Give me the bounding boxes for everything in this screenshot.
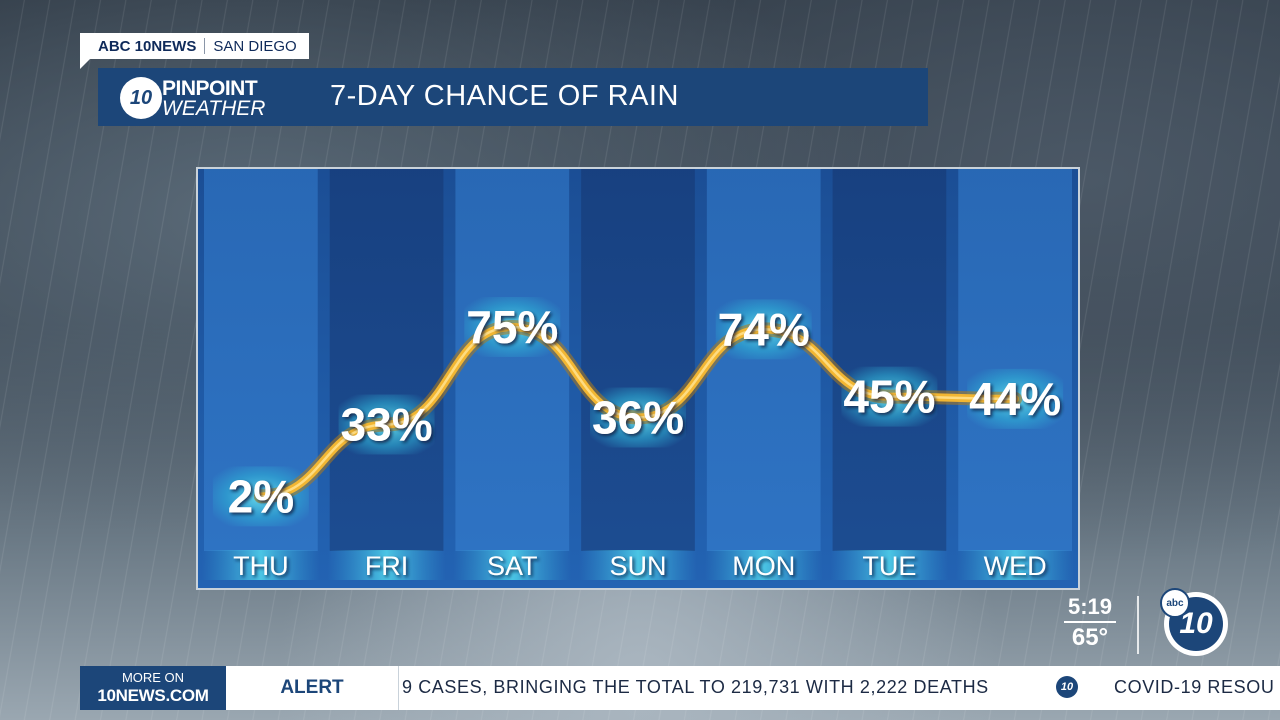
value-label-tue: 45% (843, 371, 935, 423)
page-title: 7-DAY CHANCE OF RAIN (330, 80, 679, 112)
more-on-label: MORE ON (121, 670, 185, 685)
crawl-text-next: COVID-19 RESOU (1114, 677, 1275, 697)
bug-divider (204, 38, 206, 54)
station-badge: 10 abc (1160, 588, 1228, 656)
abc-logo-icon: abc (1160, 588, 1190, 618)
column-wed (958, 169, 1072, 551)
value-label-sat: 75% (466, 301, 558, 353)
day-highlight-mon (704, 550, 823, 580)
clock-time: 5:19 (1067, 594, 1113, 619)
day-highlight-tue (830, 550, 949, 580)
time-divider (1064, 621, 1116, 623)
title-bar: 10 PINPOINT WEATHER 7-DAY CHANCE OF RAIN (98, 68, 928, 126)
rain-chart-panel: 2% 33% 75% 36% 74% 45% 44% THU FRI SAT SUN MON TUE W… (196, 167, 1080, 590)
logo-line1: PINPOINT (162, 77, 258, 100)
day-label-sat: SAT (487, 551, 538, 581)
alert-label: ALERT (226, 666, 399, 710)
column-sun (581, 169, 695, 551)
more-on-link[interactable]: MORE ON 10NEWS.COM (80, 666, 226, 710)
logo-line2: WEATHER (162, 97, 266, 120)
day-label-fri: FRI (365, 551, 409, 581)
rain-chart: 2% 33% 75% 36% 74% 45% 44% THU FRI SAT SUN MON TUE W… (202, 169, 1074, 581)
day-highlight-thu (202, 550, 320, 580)
network-bug: ABC 10NEWS SAN DIEGO (80, 33, 309, 59)
time-temp-box: 5:19 65° 10 abc (1060, 588, 1280, 660)
series-line-highlight (259, 325, 1017, 498)
day-highlight-sun (579, 550, 697, 580)
value-label-wed: 44% (969, 373, 1061, 425)
day-label-mon: MON (732, 551, 795, 581)
crawl-text: 9 CASES, BRINGING THE TOTAL TO 219,731 W… (402, 677, 989, 697)
column-sat (455, 169, 570, 551)
value-label-sun: 36% (592, 391, 684, 443)
station-small-icon: 10 (1056, 676, 1078, 698)
logo-badge: 10 (120, 77, 162, 119)
value-label-thu: 2% (228, 470, 294, 522)
ticker-crawl: 9 CASES, BRINGING THE TOTAL TO 219,731 W… (400, 666, 1280, 710)
current-temp: 65° (1071, 624, 1109, 651)
value-label-mon: 74% (718, 303, 810, 355)
day-highlight-wed (956, 550, 1074, 580)
more-on-site: 10NEWS.COM (97, 686, 209, 705)
column-tue (832, 169, 947, 551)
day-label-thu: THU (233, 551, 289, 581)
bug-tail (80, 59, 90, 69)
day-label-wed: WED (984, 551, 1047, 581)
column-fri (329, 169, 444, 551)
pinpoint-weather-logo: 10 PINPOINT WEATHER (120, 73, 290, 121)
status-divider (1137, 596, 1139, 654)
day-highlight-fri (327, 550, 446, 580)
day-label-sun: SUN (609, 551, 666, 581)
day-label-tue: TUE (862, 551, 916, 581)
news-ticker: MORE ON 10NEWS.COM ALERT 9 CASES, BRINGI… (80, 666, 1280, 710)
value-label-fri: 33% (341, 398, 433, 450)
market-name: SAN DIEGO (213, 37, 297, 55)
network-name: ABC 10NEWS (98, 37, 197, 55)
column-mon (706, 169, 821, 551)
day-highlight-sat (453, 550, 572, 580)
